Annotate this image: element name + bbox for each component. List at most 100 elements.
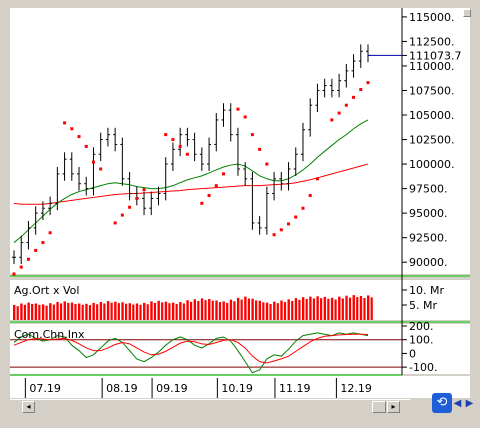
arrow-left-icon[interactable]: ◀ — [453, 398, 462, 409]
volume-bar — [327, 298, 330, 320]
volume-bar — [298, 299, 301, 320]
volume-bar — [34, 303, 38, 320]
volume-bar — [345, 295, 348, 320]
volume-bar — [287, 299, 290, 320]
volume-bar — [193, 299, 197, 320]
sar-dot — [287, 222, 291, 226]
sar-dot — [48, 231, 52, 235]
sar-dot — [63, 121, 67, 125]
volume-bars — [13, 295, 373, 320]
volume-bar — [309, 296, 312, 320]
price-axis-panel — [402, 8, 470, 274]
ohlc-bars — [12, 44, 402, 265]
volume-bar — [258, 300, 262, 320]
volume-bar — [157, 300, 160, 320]
sar-dot — [337, 111, 341, 115]
sar-dot — [272, 233, 276, 237]
volume-bar — [301, 297, 305, 320]
date-tick-label: 11.19 — [279, 382, 311, 395]
maximize-icon[interactable] — [463, 9, 471, 17]
date-tick-label: 12.19 — [340, 382, 372, 395]
sar-dot — [243, 115, 247, 119]
volume-bar — [99, 302, 103, 320]
volume-bar — [164, 301, 168, 320]
sar-dot — [301, 206, 305, 210]
horizontal-scrollbar[interactable]: ◂ ▸ — [10, 399, 410, 413]
sar-dot — [135, 196, 139, 200]
price-tick-label: 105000. — [409, 109, 455, 122]
volume-bar — [222, 301, 225, 320]
sar-dot — [34, 248, 38, 252]
volume-bar — [56, 302, 59, 320]
volume-tick-label: 10. Mr — [409, 284, 444, 297]
scrollbar-thumb[interactable] — [372, 401, 386, 413]
volume-bar — [96, 304, 99, 320]
scroll-left-icon[interactable]: ◂ — [22, 401, 35, 413]
scroll-right-icon[interactable]: ▸ — [387, 401, 400, 413]
volume-bar — [81, 304, 84, 320]
sar-dot — [19, 265, 23, 269]
volume-axis: 10. Mr 5. Mr — [402, 284, 444, 312]
date-tick-label: 10.19 — [221, 382, 253, 395]
volume-bar — [334, 299, 337, 320]
cci-main-series — [13, 332, 369, 374]
volume-bar — [52, 304, 55, 320]
arrow-right-icon[interactable]: ▶ — [465, 398, 474, 409]
volume-bar — [59, 303, 63, 320]
sar-dot — [70, 127, 74, 131]
volume-bar — [294, 298, 298, 320]
sar-dot — [315, 177, 319, 181]
volume-bar — [244, 296, 247, 320]
volume-bar — [247, 298, 250, 320]
volume-bar — [124, 303, 128, 320]
volume-bar — [85, 303, 88, 320]
ma-long-series — [13, 163, 369, 205]
volume-bar — [265, 302, 269, 320]
price-tick-label: 102500. — [409, 134, 455, 147]
volume-bar — [117, 303, 120, 320]
volume-bar — [229, 299, 233, 320]
cci-axis: 200.100.0-100. — [402, 320, 437, 374]
volume-bar — [273, 301, 276, 320]
volume-bar — [341, 298, 344, 320]
price-panel — [10, 8, 402, 274]
sar-dot — [250, 133, 254, 137]
price-tick-label: 115000. — [409, 11, 455, 24]
price-tick-label: 95000. — [409, 207, 448, 220]
volume-bar — [135, 303, 139, 320]
volume-bar — [359, 296, 363, 320]
volume-bar — [143, 302, 146, 320]
volume-bar — [363, 297, 366, 320]
sar-dot — [12, 272, 16, 276]
volume-bar — [218, 302, 222, 320]
price-tick-label: 107500. — [409, 84, 455, 97]
volume-bar — [168, 303, 171, 320]
sar-dot — [99, 167, 103, 171]
volume-bar — [88, 305, 92, 320]
volume-bar — [370, 297, 373, 320]
sar-dot — [77, 135, 81, 139]
sar-dot — [207, 193, 211, 197]
volume-bar — [356, 297, 359, 320]
volume-tick-label: 5. Mr — [409, 299, 437, 312]
refresh-icon[interactable]: ⟲ — [432, 393, 452, 413]
sar-dot — [26, 257, 30, 261]
volume-bar — [16, 306, 19, 320]
volume-bar — [352, 295, 355, 320]
cci-tick-label: 100. — [409, 334, 434, 347]
volume-bar — [175, 303, 178, 320]
volume-bar — [186, 300, 189, 320]
volume-bar — [233, 301, 236, 320]
volume-bar — [121, 302, 124, 320]
price-tick-label: 111073.7 — [409, 49, 462, 62]
date-tick-label: 07.19 — [29, 382, 61, 395]
volume-bar — [78, 303, 81, 320]
volume-bar — [114, 301, 117, 320]
volume-bar — [262, 302, 265, 320]
volume-bar — [323, 296, 327, 320]
volume-bar — [70, 302, 74, 320]
volume-bar — [215, 300, 218, 320]
cci-tick-label: -100. — [409, 361, 437, 374]
volume-bar — [139, 304, 142, 320]
